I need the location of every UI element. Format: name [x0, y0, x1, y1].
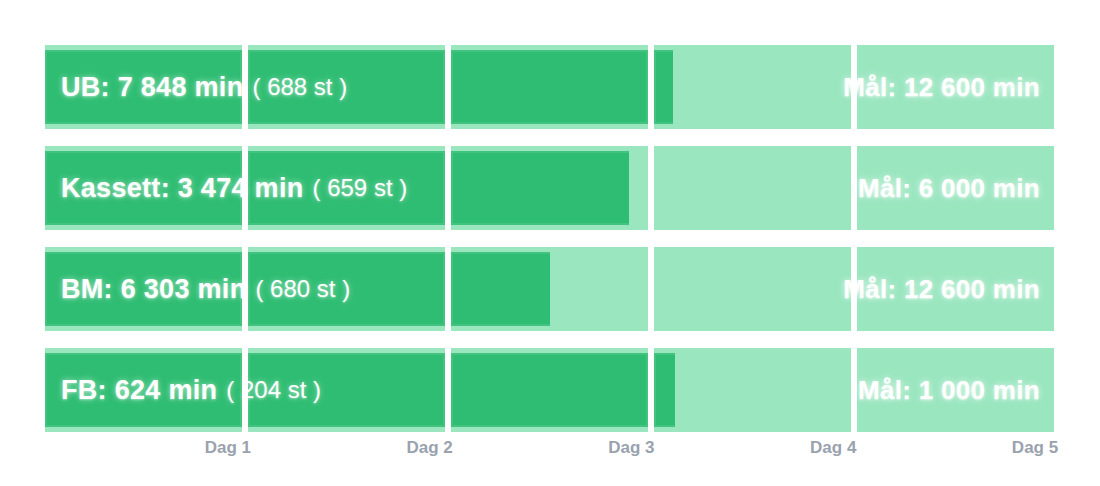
x-axis-tick: Dag 2	[406, 438, 452, 458]
x-axis-tick: Dag 4	[810, 438, 856, 458]
bar-row-fb: FB: 624 min ( 204 st ) Mål: 1 000 min	[45, 348, 1054, 432]
day-cell-filled	[654, 353, 675, 427]
day-cell-filled	[451, 353, 648, 427]
goal-label: Mål: 1 000 min	[858, 348, 1040, 432]
bar-count: ( 204 st )	[226, 376, 321, 404]
goal-label: Mål: 12 600 min	[843, 247, 1040, 331]
bar-title: BM: 6 303 min	[61, 274, 246, 305]
bar-count: ( 659 st )	[313, 174, 408, 202]
bar-count: ( 680 st )	[255, 275, 350, 303]
bar-row-bm: BM: 6 303 min ( 680 st ) Mål: 12 600 min	[45, 247, 1054, 331]
x-axis-tick: Dag 3	[608, 438, 654, 458]
bar-title: Kassett: 3 474 min	[61, 173, 304, 204]
x-axis-tick: Dag 5	[1012, 438, 1058, 458]
goal-label: Mål: 12 600 min	[843, 45, 1040, 129]
progress-chart: UB: 7 848 min ( 688 st ) Mål: 12 600 min Ka…	[45, 45, 1054, 464]
day-cell	[654, 45, 851, 129]
day-cell	[654, 348, 851, 432]
x-axis-tick: Dag 1	[205, 438, 251, 458]
bar-row-kassett: Kassett: 3 474 min ( 659 st ) Mål: 6 000 m…	[45, 146, 1054, 230]
x-axis: Dag 1Dag 2Dag 3Dag 4Dag 5	[45, 434, 1054, 464]
day-cell-filled	[451, 252, 550, 326]
day-cell	[654, 247, 851, 331]
bar-title: FB: 624 min	[61, 375, 217, 406]
bar-label: Kassett: 3 474 min ( 659 st )	[61, 146, 407, 230]
bar-row-ub: UB: 7 848 min ( 688 st ) Mål: 12 600 min	[45, 45, 1054, 129]
day-cell-filled	[451, 151, 629, 225]
bar-label: FB: 624 min ( 204 st )	[61, 348, 321, 432]
rows: UB: 7 848 min ( 688 st ) Mål: 12 600 min Ka…	[45, 45, 1054, 432]
bar-label: BM: 6 303 min ( 680 st )	[61, 247, 350, 331]
bar-label: UB: 7 848 min ( 688 st )	[61, 45, 347, 129]
day-cell	[654, 146, 851, 230]
bar-count: ( 688 st )	[252, 73, 347, 101]
bar-title: UB: 7 848 min	[61, 72, 243, 103]
goal-label: Mål: 6 000 min	[858, 146, 1040, 230]
day-cell-filled	[451, 50, 648, 124]
day-cell-filled	[654, 50, 673, 124]
